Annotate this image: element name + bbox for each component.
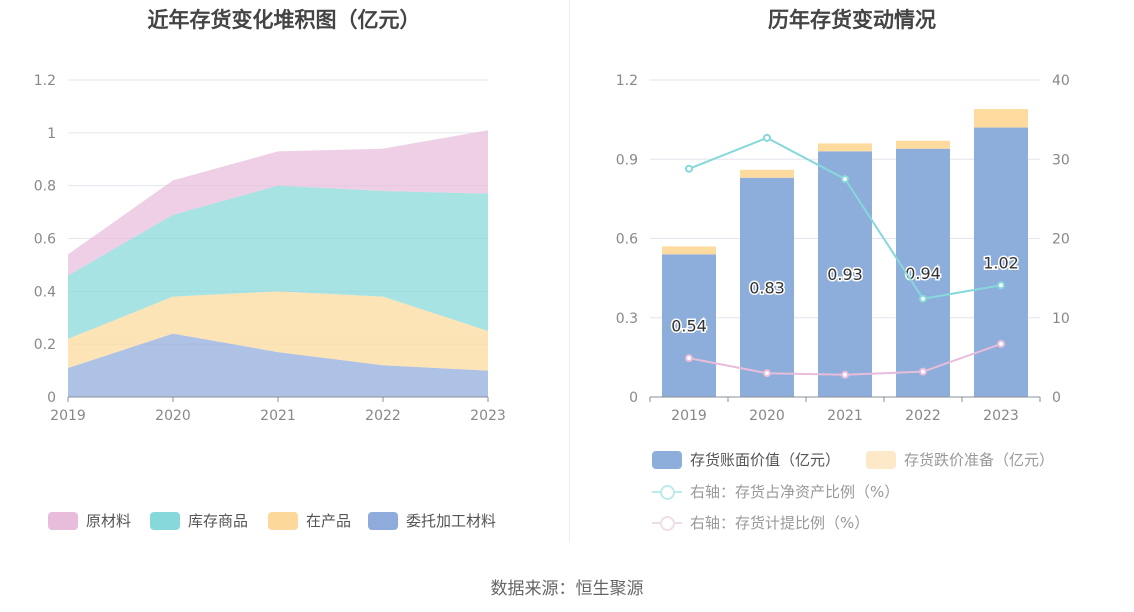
- legend-line-provision-ratio: [652, 514, 682, 532]
- legend-swatch-book-value: [652, 450, 682, 469]
- bar-data-label: 0.54: [671, 317, 707, 336]
- point-provision-ratio: [919, 367, 927, 376]
- x-tick-label: 2021: [827, 408, 863, 424]
- bar-impairment: [662, 246, 716, 255]
- y-left-tick-label: 0.3: [616, 311, 638, 327]
- left-chart-title: 近年存货变化堆积图（亿元）: [147, 8, 421, 32]
- legend-item-consigned-materials[interactable]: 委托加工材料: [368, 510, 496, 531]
- x-tick-label: 2023: [983, 408, 1019, 424]
- legend-swatch-impairment: [866, 450, 896, 469]
- legend-item-net-asset-ratio[interactable]: 右轴：存货占净资产比例（%）: [652, 481, 899, 502]
- x-tick-label: 2021: [260, 408, 296, 424]
- x-tick-label: 2023: [470, 408, 506, 424]
- y-tick-label: 0.6: [34, 232, 56, 248]
- bar-book-value: [740, 177, 794, 397]
- stacked-area-chart: 0 0.2 0.4 0.6 0.8 1 1.2 2019 2020 2021 2022 2023: [34, 73, 506, 424]
- bar-data-label: 1.02: [983, 253, 1019, 272]
- bar-line-combo-chart: 0 0.3 0.6 0.9 1.2 0 10 20 30 40 0.54 0.83 0.93 0.94 1.…: [616, 73, 1070, 424]
- legend-item-raw-materials[interactable]: 原材料: [48, 510, 131, 531]
- legend-item-finished-goods[interactable]: 库存商品: [150, 510, 248, 531]
- inventory-bar-line-chart-panel: 历年存货变动情况 0 0.3 0.6 0.9 1.2 0 10 20 30 40 0.54 0.83 0…: [570, 0, 1134, 560]
- data-source-footer: 数据来源：恒生聚源: [490, 579, 644, 599]
- legend-label: 委托加工材料: [406, 512, 497, 530]
- left-chart-legend: 原材料 库存商品 在产品 委托加工材料: [0, 510, 568, 534]
- right-chart-title: 历年存货变动情况: [768, 8, 936, 32]
- y-tick-label: 1: [47, 126, 56, 142]
- legend-item-book-value[interactable]: 存货账面价值（亿元）: [652, 449, 840, 470]
- y-right-tick-label: 0: [1052, 390, 1061, 406]
- legend-item-provision-ratio[interactable]: 右轴：存货计提比例（%）: [652, 512, 869, 533]
- y-tick-label: 0.8: [34, 179, 56, 195]
- x-tick-label: 2020: [749, 408, 785, 424]
- point-net-asset-ratio: [763, 133, 771, 142]
- legend-swatch-raw-materials: [48, 511, 78, 530]
- point-net-asset-ratio: [685, 164, 693, 173]
- y-tick-label: 0: [47, 390, 56, 406]
- bar-impairment: [740, 169, 794, 178]
- area-series: [68, 185, 488, 339]
- y-tick-label: 0.4: [34, 284, 56, 300]
- legend-label: 原材料: [86, 512, 132, 530]
- point-net-asset-ratio: [997, 281, 1005, 290]
- legend-label: 存货账面价值（亿元）: [690, 451, 841, 469]
- point-provision-ratio: [841, 370, 849, 379]
- legend-label: 库存商品: [188, 512, 249, 530]
- bar-data-label: 0.93: [827, 265, 863, 284]
- legend-item-impairment[interactable]: 存货跌价准备（亿元）: [866, 449, 1054, 470]
- bar-impairment: [896, 140, 950, 149]
- x-tick-label: 2019: [671, 408, 707, 424]
- y-left-tick-label: 0.6: [616, 232, 638, 248]
- x-tick-label: 2022: [905, 408, 941, 424]
- panel-divider: [569, 0, 570, 542]
- x-tick-label: 2020: [155, 408, 191, 424]
- point-net-asset-ratio: [841, 175, 849, 184]
- x-tick-label: 2022: [365, 408, 401, 424]
- point-provision-ratio: [685, 354, 693, 363]
- y-tick-label: 0.2: [34, 337, 56, 353]
- bar-impairment: [974, 109, 1028, 128]
- point-provision-ratio: [763, 369, 771, 378]
- legend-label: 右轴：存货占净资产比例（%）: [690, 483, 900, 501]
- legend-line-net-asset-ratio: [652, 483, 682, 501]
- y-right-tick-label: 20: [1052, 232, 1070, 248]
- legend-label: 存货跌价准备（亿元）: [904, 451, 1055, 469]
- legend-item-work-in-progress[interactable]: 在产品: [268, 510, 351, 531]
- area-series: [68, 291, 488, 371]
- bar-data-label: 0.94: [905, 264, 941, 283]
- y-right-tick-label: 40: [1052, 73, 1070, 89]
- bar-impairment: [818, 143, 872, 152]
- y-right-tick-label: 10: [1052, 311, 1070, 327]
- point-provision-ratio: [997, 339, 1005, 348]
- point-net-asset-ratio: [919, 294, 927, 303]
- right-chart-legend: 存货账面价值（亿元） 存货跌价准备（亿元） 右轴：存货占净资产比例（%） 右轴：…: [570, 449, 1134, 539]
- area-series: [68, 333, 488, 397]
- legend-swatch-consigned-materials: [368, 511, 398, 530]
- bar-data-label: 0.83: [749, 278, 785, 297]
- x-tick-label: 2019: [50, 408, 86, 424]
- legend-label: 在产品: [306, 512, 352, 530]
- stacked-area-chart-panel: 近年存货变化堆积图（亿元） 0 0.2 0.4 0.6 0.8 1 1.2 2019 2020 2…: [0, 0, 568, 560]
- y-right-tick-label: 30: [1052, 152, 1070, 168]
- y-tick-label: 1.2: [34, 73, 56, 89]
- y-left-tick-label: 0.9: [616, 152, 638, 168]
- legend-swatch-finished-goods: [150, 511, 180, 530]
- bar-book-value: [974, 127, 1028, 398]
- area-series: [68, 130, 488, 276]
- bar-book-value: [662, 254, 716, 397]
- legend-label: 右轴：存货计提比例（%）: [690, 514, 870, 532]
- bar-book-value: [818, 151, 872, 397]
- y-left-tick-label: 1.2: [616, 73, 638, 89]
- legend-swatch-work-in-progress: [268, 511, 298, 530]
- y-left-tick-label: 0: [629, 390, 638, 406]
